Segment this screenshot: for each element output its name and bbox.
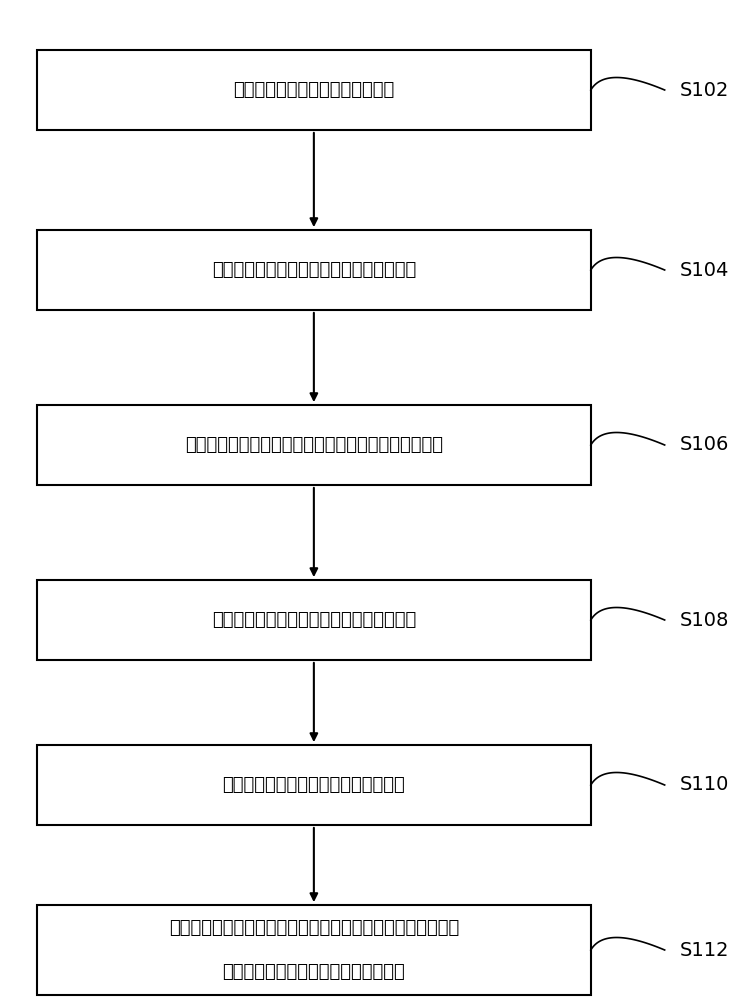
FancyBboxPatch shape [37, 745, 591, 825]
FancyBboxPatch shape [37, 50, 591, 130]
Text: 对需要进行风险预测的目标区域划分为不同的风险等级并根据: 对需要进行风险预测的目标区域划分为不同的风险等级并根据 [168, 919, 459, 937]
Text: 确定土壤病原菌风险预测目标区域: 确定土壤病原菌风险预测目标区域 [233, 81, 395, 99]
Text: 提取所述取样点的土壤的病原菌种类，得到病原菌信息: 提取所述取样点的土壤的病原菌种类，得到病原菌信息 [185, 436, 443, 454]
Text: 所述风险等级建立对应的风险预测周期: 所述风险等级建立对应的风险预测周期 [223, 963, 405, 981]
FancyBboxPatch shape [37, 230, 591, 310]
Text: 判断所述病原菌信息是否为预设病原菌信息: 判断所述病原菌信息是否为预设病原菌信息 [211, 611, 416, 629]
FancyBboxPatch shape [37, 905, 591, 995]
Text: S106: S106 [680, 436, 729, 454]
Text: 在所述目标区域内选择取样点进行土壤取样: 在所述目标区域内选择取样点进行土壤取样 [211, 261, 416, 279]
Text: S112: S112 [680, 940, 729, 960]
FancyBboxPatch shape [37, 580, 591, 660]
Text: S102: S102 [680, 81, 729, 100]
FancyBboxPatch shape [37, 405, 591, 485]
Text: S108: S108 [680, 610, 729, 630]
Text: S104: S104 [680, 260, 729, 279]
Text: 若是，则对所述目标区域进行风险预测: 若是，则对所述目标区域进行风险预测 [223, 776, 405, 794]
Text: S110: S110 [680, 776, 729, 794]
